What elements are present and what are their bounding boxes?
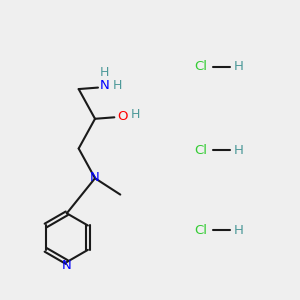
Text: H: H: [234, 224, 244, 237]
Text: N: N: [90, 171, 100, 184]
Text: H: H: [234, 143, 244, 157]
Text: N: N: [100, 79, 110, 92]
Text: Cl: Cl: [194, 143, 207, 157]
Text: Cl: Cl: [194, 60, 207, 73]
Text: N: N: [62, 259, 72, 272]
Text: O: O: [117, 110, 128, 123]
Text: Cl: Cl: [194, 224, 207, 237]
Text: H: H: [100, 66, 109, 79]
Text: H: H: [112, 79, 122, 92]
Text: H: H: [234, 60, 244, 73]
Text: H: H: [131, 108, 140, 121]
